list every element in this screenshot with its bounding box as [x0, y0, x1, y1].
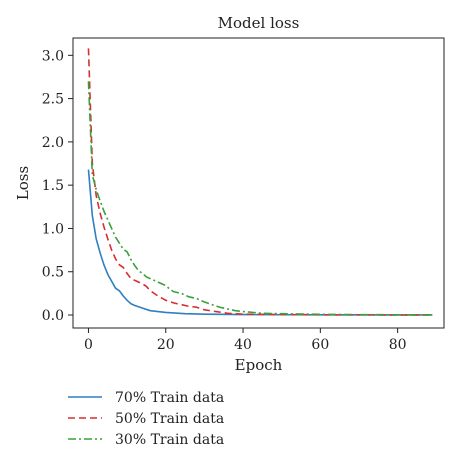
legend: 70% Train data 50% Train data 30% Train da…	[68, 390, 224, 448]
y-tick-label: 0.0	[42, 308, 64, 324]
x-tick-label: 80	[389, 337, 407, 353]
y-tick-label: 1.5	[42, 178, 64, 194]
chart-title: Model loss	[218, 14, 300, 32]
legend-label: 30% Train data	[115, 432, 224, 448]
x-tick-label: 0	[84, 337, 93, 353]
y-tick-label: 3.0	[42, 48, 64, 64]
x-tick-label: 40	[234, 337, 252, 353]
x-axis-label: Epoch	[235, 356, 283, 374]
x-tick-label: 60	[311, 337, 329, 353]
plot-frame	[72, 37, 445, 329]
y-tick-label: 2.0	[42, 135, 64, 151]
legend-label: 50% Train data	[115, 411, 224, 427]
y-axis-label: Loss	[14, 166, 32, 200]
series-line-2	[87, 48, 433, 316]
y-tick-label: 0.5	[42, 265, 64, 281]
series-line-3	[87, 81, 433, 316]
legend-label: 70% Train data	[115, 390, 224, 406]
series-layer	[87, 48, 433, 316]
y-tick-label: 2.5	[42, 92, 64, 108]
axis-ticks: 0 20 40 60 80 0.0 0.5 1.0 1.5 2.0 2.5 3.0	[42, 48, 407, 353]
y-tick-label: 1.0	[42, 221, 64, 237]
series-line-1	[87, 169, 433, 316]
x-tick-label: 20	[157, 337, 175, 353]
